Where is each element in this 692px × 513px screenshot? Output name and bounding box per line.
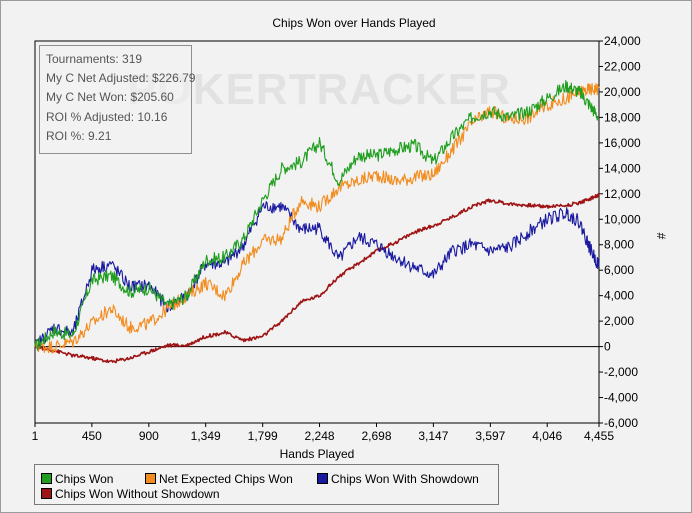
y-axis-label: # xyxy=(654,233,668,240)
x-tick-label: 2,248 xyxy=(305,429,335,443)
x-tick-label: 3,147 xyxy=(418,429,448,443)
x-tick-label: 4,046 xyxy=(532,429,562,443)
stat-roi: ROI %: 9.21 xyxy=(46,128,112,143)
legend-swatch xyxy=(145,473,156,484)
y-tick-label: 8,000 xyxy=(604,238,634,252)
y-tick-label: 14,000 xyxy=(604,161,641,175)
legend-label: Net Expected Chips Won xyxy=(159,472,293,486)
x-tick-label: 900 xyxy=(139,429,159,443)
x-axis-label: Hands Played xyxy=(280,447,355,461)
y-tick-label: 6,000 xyxy=(604,263,634,277)
legend-item-net-expected: Net Expected Chips Won xyxy=(145,472,293,486)
x-tick-label: 1,799 xyxy=(248,429,278,443)
stat-roi-adjusted: ROI % Adjusted: 10.16 xyxy=(46,109,168,124)
x-tick-label: 4,455 xyxy=(584,429,614,443)
y-tick-label: -2,000 xyxy=(604,365,638,379)
legend-label: Chips Won xyxy=(55,472,114,486)
series-line-chips-won-without-showdown xyxy=(34,192,600,364)
chart-title: Chips Won over Hands Played xyxy=(272,16,435,30)
y-tick-label: 10,000 xyxy=(604,212,641,226)
x-tick-label: 2,698 xyxy=(361,429,391,443)
x-tick-label: 3,597 xyxy=(475,429,505,443)
y-tick-label: 24,000 xyxy=(604,34,641,48)
legend-swatch xyxy=(41,473,52,484)
stats-box: Tournaments: 319 My C Net Adjusted: $226… xyxy=(39,45,196,154)
y-tick-label: -6,000 xyxy=(604,416,638,430)
legend-label: Chips Won Without Showdown xyxy=(55,487,220,501)
legend-item-chips-won: Chips Won xyxy=(41,472,113,486)
x-tick-label: 1,349 xyxy=(191,429,221,443)
legend-label: Chips Won With Showdown xyxy=(331,472,479,486)
plot-area xyxy=(34,40,600,424)
series-line-chips-won xyxy=(34,80,600,351)
y-tick-label: -4,000 xyxy=(604,391,638,405)
y-tick-label: 22,000 xyxy=(604,59,641,73)
stat-net-adjusted: My C Net Adjusted: $226.79 xyxy=(46,71,196,86)
stat-tournaments: Tournaments: 319 xyxy=(46,52,143,66)
y-tick-label: 12,000 xyxy=(604,187,641,201)
x-tick-label: 1 xyxy=(32,429,39,443)
legend: Chips Won Net Expected Chips Won Chips W… xyxy=(34,464,499,505)
legend-swatch xyxy=(41,488,52,499)
legend-item-without-showdown: Chips Won Without Showdown xyxy=(41,487,220,501)
stat-net-won: My C Net Won: $205.60 xyxy=(46,90,174,105)
y-tick-label: 18,000 xyxy=(604,110,641,124)
series-line-net-expected-chips-won xyxy=(34,83,600,354)
y-tick-label: 20,000 xyxy=(604,85,641,99)
legend-swatch xyxy=(317,473,328,484)
x-tick-label: 450 xyxy=(82,429,102,443)
y-tick-label: 0 xyxy=(604,340,611,354)
legend-item-with-showdown: Chips Won With Showdown xyxy=(317,472,479,486)
series-line-chips-won-with-showdown xyxy=(34,201,600,349)
y-tick-label: 16,000 xyxy=(604,136,641,150)
y-tick-label: 2,000 xyxy=(604,314,634,328)
y-tick-label: 4,000 xyxy=(604,289,634,303)
